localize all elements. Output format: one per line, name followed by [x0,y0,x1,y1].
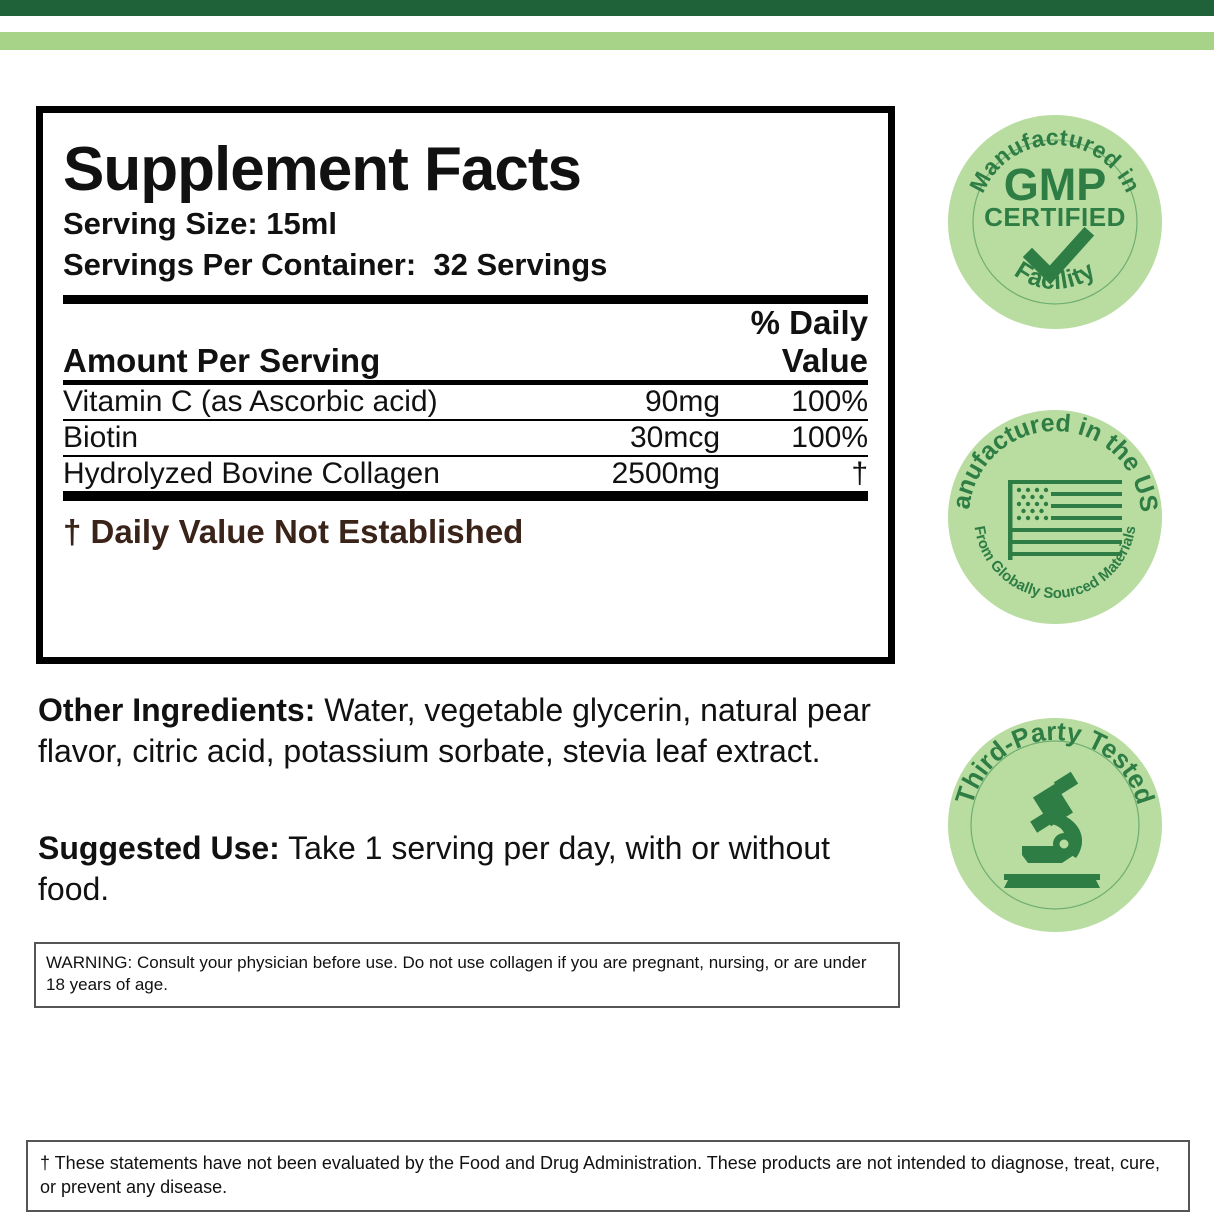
badge-inner-ring [970,740,1140,910]
table-header-row: Amount Per Serving % Daily Value [63,304,868,380]
daily-value-footnote: † Daily Value Not Established [63,513,524,551]
other-ingredients-line: Other Ingredients: Water, vegetable glyc… [38,690,883,772]
nutrient-amount: 2500mg [611,457,720,491]
other-ingredients-label: Other Ingredients: [38,692,316,728]
daily-value-header: % Daily Value [750,304,868,380]
nutrient-name: Hydrolyzed Bovine Collagen [63,457,440,491]
row-divider-2 [63,455,868,458]
nutrient-daily-value: † [851,457,868,491]
table-row: Biotin 30mcg 100% [63,421,868,455]
nutrient-rows: Biotin 30mcg 100% [63,421,868,455]
divider-above-header [63,295,868,305]
nutrition-table: Amount Per Serving % Daily Value [63,304,868,380]
checkmark-icon [1022,226,1095,285]
fda-disclaimer-text: † These statements have not been evaluat… [40,1153,1161,1198]
third-party-tested-badge: Third-Party Tested [948,718,1162,932]
warning-text: WARNING: Consult your physician before u… [46,953,867,995]
badge-center-primary: GMP [1004,159,1107,210]
other-ingredients-block: Other Ingredients: Water, vegetable glyc… [38,690,883,772]
nutrient-name: Vitamin C (as Ascorbic acid) [63,385,438,419]
serving-size: Serving Size: 15ml [63,206,337,242]
table-row: Vitamin C (as Ascorbic acid) 90mg 100% [63,385,868,419]
badge-inner-ring [972,139,1138,305]
suggested-use-line: Suggested Use: Take 1 serving per day, w… [38,828,883,910]
top-dark-green-bar [0,0,1214,16]
divider-below-header [63,380,868,386]
nutrient-name: Biotin [63,421,139,455]
nutrient-rows: Hydrolyzed Bovine Collagen 2500mg † [63,457,868,491]
suggested-use-text: Take 1 serving per day, with or without … [38,830,831,907]
nutrient-rows: Vitamin C (as Ascorbic acid) 90mg 100% [63,385,868,419]
badge-background [948,115,1162,329]
suggested-use-block: Suggested Use: Take 1 serving per day, w… [38,828,883,910]
nutrient-daily-value: 100% [791,421,868,455]
badge-center-secondary: CERTIFIED [984,202,1126,232]
nutrient-amount: 30mcg [629,421,720,455]
fda-disclaimer-box: † These statements have not been evaluat… [26,1140,1190,1213]
usa-flag-icon [1008,480,1122,560]
supplement-facts-panel: Supplement Facts Serving Size: 15ml Serv… [36,106,895,664]
gmp-certified-badge: Manufactured in Facility GMP CERTIFIED [948,115,1162,329]
made-in-usa-badge: Manufactured in the USA From Globally So… [948,410,1162,624]
other-ingredients-text: Water, vegetable glycerin, natural pear … [38,692,871,769]
page-title: Supplement Facts [63,135,582,204]
nutrient-daily-value: 100% [791,385,868,419]
amount-per-serving-header: Amount Per Serving [63,342,381,380]
microscope-icon [1004,771,1100,888]
row-divider-1 [63,419,868,422]
table-row: Hydrolyzed Bovine Collagen 2500mg † [63,457,868,491]
nutrient-amount: 90mg [644,385,720,419]
suggested-use-label: Suggested Use: [38,830,280,866]
top-light-green-bar [0,32,1214,50]
warning-box: WARNING: Consult your physician before u… [34,942,900,1009]
servings-per-container: Servings Per Container: 32 Servings [63,246,608,282]
divider-below-rows [63,491,868,502]
